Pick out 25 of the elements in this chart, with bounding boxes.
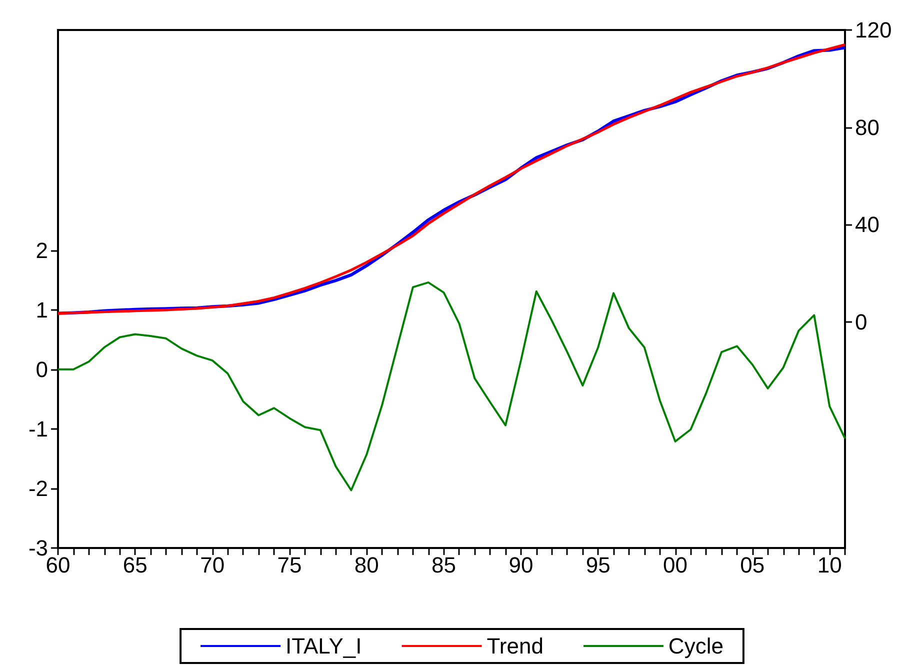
legend-label: Cycle	[668, 634, 724, 658]
x-tick-label: 65	[122, 552, 148, 578]
x-tick-label: 95	[586, 552, 610, 578]
y-tick-label: -3	[28, 536, 48, 560]
legend-label: ITALY_I	[286, 634, 362, 658]
x-tick-label: 60	[46, 552, 70, 578]
legend-label: Trend	[486, 634, 544, 658]
y-tick-label: -2	[28, 476, 48, 501]
y-tick-label: 2	[36, 238, 48, 263]
y-tick-label: -1	[28, 416, 48, 442]
line-series	[57, 281, 846, 492]
y2-tick-label: 80	[855, 114, 880, 140]
y-tick-label: 0	[36, 356, 48, 382]
x-tick-label: 80	[354, 552, 379, 578]
y2-tick-label: 120	[855, 18, 892, 42]
x-tick-label: 70	[200, 552, 225, 578]
x-tick-label: 75	[277, 552, 302, 578]
x-tick-label: 10	[817, 552, 842, 578]
y2-tick-label: 0	[855, 309, 868, 334]
x-tick-label: 00	[663, 552, 688, 578]
x-tick-label: 90	[508, 552, 534, 578]
x-tick-label: 05	[740, 552, 765, 578]
y2-tick-label: 40	[855, 212, 880, 238]
y-tick-label: 1	[36, 297, 48, 322]
x-tick-label: 85	[432, 552, 456, 578]
